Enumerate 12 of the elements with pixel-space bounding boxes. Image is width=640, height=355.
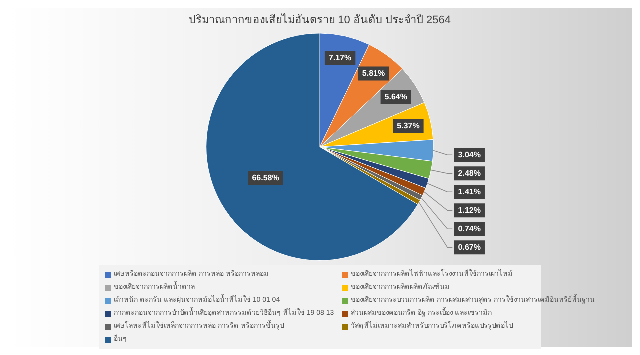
data-label: 0.67% [458, 242, 481, 252]
data-label: 3.04% [458, 150, 481, 160]
data-label: 7.17% [328, 54, 352, 63]
data-label: 5.64% [384, 92, 408, 102]
data-label: 5.37% [397, 121, 420, 130]
data-label: 5.81% [362, 68, 386, 78]
data-label: 0.74% [458, 224, 481, 234]
data-label: 1.12% [458, 206, 481, 215]
chart-title: ปริมาณกากของเสียไม่อันตราย 10 อันดับ ประจำปี 2564 [189, 14, 451, 27]
data-label: 66.58% [252, 173, 280, 182]
data-label: 2.48% [458, 168, 481, 178]
data-label: 1.41% [458, 187, 481, 196]
